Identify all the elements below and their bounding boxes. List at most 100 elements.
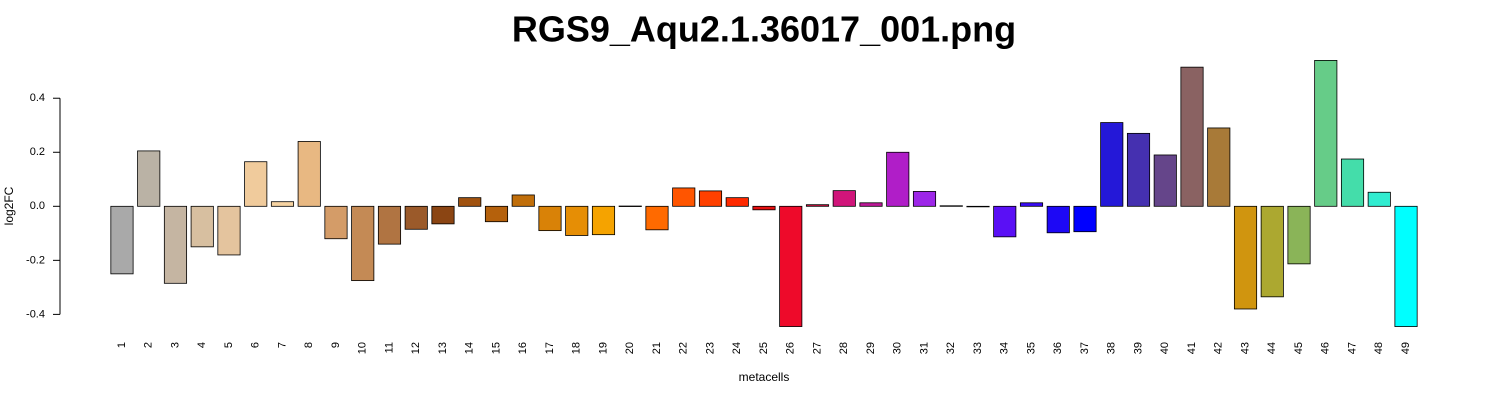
x-tick-label: 21 — [651, 342, 663, 354]
bar — [324, 205, 348, 240]
bar — [431, 205, 455, 225]
y-axis-label: log2FC — [2, 186, 16, 225]
x-tick-label: 38 — [1106, 342, 1118, 354]
x-tick-label: 6 — [250, 342, 262, 348]
x-tick-label: 39 — [1132, 342, 1144, 354]
x-tick-label: 22 — [678, 342, 690, 354]
bar — [1126, 132, 1151, 207]
bar — [190, 205, 214, 248]
x-tick-label: 10 — [357, 342, 369, 354]
bar — [377, 205, 402, 245]
bar — [805, 204, 830, 207]
y-tick-label: -0.4 — [26, 308, 45, 320]
bar — [645, 205, 669, 231]
x-tick-label: 1 — [116, 342, 128, 348]
bar — [725, 197, 749, 207]
x-tick-label: 41 — [1186, 342, 1198, 354]
x-tick-label: 44 — [1266, 342, 1278, 354]
bar — [859, 202, 883, 207]
chart-title: RGS9_Aqu2.1.36017_001.png — [512, 9, 1016, 50]
x-tick-label: 40 — [1159, 342, 1171, 354]
bar — [1019, 202, 1044, 207]
x-tick-label: 46 — [1320, 342, 1332, 354]
bar — [137, 150, 161, 207]
x-tick-label: 43 — [1239, 342, 1251, 354]
x-tick-label: 37 — [1079, 342, 1091, 354]
x-tick-label: 8 — [303, 342, 315, 348]
x-tick-label: 5 — [223, 342, 235, 348]
x-tick-label: 26 — [785, 342, 797, 354]
bar — [912, 191, 937, 207]
bar — [1153, 154, 1177, 207]
x-tick-label: 47 — [1346, 342, 1358, 354]
x-tick-label: 34 — [999, 342, 1011, 354]
bar — [1180, 66, 1204, 207]
x-tick-label: 42 — [1213, 342, 1225, 354]
x-tick-label: 30 — [892, 342, 904, 354]
bar — [779, 205, 803, 327]
x-tick-label: 29 — [865, 342, 877, 354]
bar — [458, 197, 482, 207]
x-tick-label: 33 — [972, 342, 984, 354]
bar — [618, 205, 642, 207]
x-tick-label: 13 — [437, 342, 449, 354]
bar — [484, 205, 509, 223]
x-tick-label: 24 — [731, 342, 743, 354]
x-tick-label: 14 — [464, 342, 476, 354]
bar — [1073, 205, 1097, 233]
bar — [752, 205, 776, 211]
x-tick-label: 7 — [276, 342, 288, 348]
x-tick-label: 11 — [383, 342, 395, 353]
bar — [1394, 205, 1418, 327]
bar — [1046, 205, 1070, 234]
bar — [1233, 205, 1258, 310]
bar — [966, 205, 990, 208]
x-tick-label: 2 — [143, 342, 155, 348]
bar — [832, 190, 856, 207]
bar — [565, 205, 589, 236]
x-tick-label: 20 — [624, 342, 636, 354]
x-tick-label: 19 — [597, 342, 609, 354]
x-tick-label: 12 — [410, 342, 422, 354]
y-tick-label: -0.2 — [26, 254, 45, 266]
x-tick-label: 49 — [1400, 342, 1412, 354]
bar — [511, 194, 535, 207]
x-tick-label: 3 — [169, 342, 181, 348]
bar — [244, 161, 268, 207]
x-tick-label: 15 — [490, 342, 502, 354]
bar — [1314, 60, 1338, 207]
bar — [1260, 205, 1284, 298]
bar — [1340, 158, 1365, 207]
bar — [217, 205, 241, 256]
x-tick-label: 4 — [196, 342, 208, 348]
x-tick-label: 9 — [330, 342, 342, 348]
bar — [351, 205, 375, 282]
bar — [297, 141, 321, 207]
bar — [1287, 205, 1311, 265]
x-tick-label: 23 — [704, 342, 716, 354]
bar — [939, 205, 963, 207]
x-tick-label: 28 — [838, 342, 850, 354]
bar — [672, 187, 696, 207]
x-tick-label: 35 — [1025, 342, 1037, 354]
bar — [698, 190, 723, 207]
y-tick-label: 0.0 — [30, 200, 45, 212]
x-tick-label: 32 — [945, 342, 957, 354]
bar — [1207, 127, 1231, 207]
x-tick-label: 25 — [758, 342, 770, 354]
bar — [404, 205, 428, 230]
x-axis-label: metacells — [739, 370, 790, 384]
x-tick-label: 27 — [811, 342, 823, 354]
y-tick-label: 0.2 — [30, 146, 45, 158]
x-tick-label: 17 — [544, 342, 556, 354]
x-tick-label: 45 — [1293, 342, 1305, 354]
bar — [1100, 122, 1124, 207]
bar — [110, 205, 134, 275]
x-tick-label: 36 — [1052, 342, 1064, 354]
bar — [591, 205, 616, 236]
bar — [886, 151, 910, 207]
bar — [163, 205, 188, 284]
y-tick-label: 0.4 — [30, 92, 45, 104]
bar — [993, 205, 1017, 238]
